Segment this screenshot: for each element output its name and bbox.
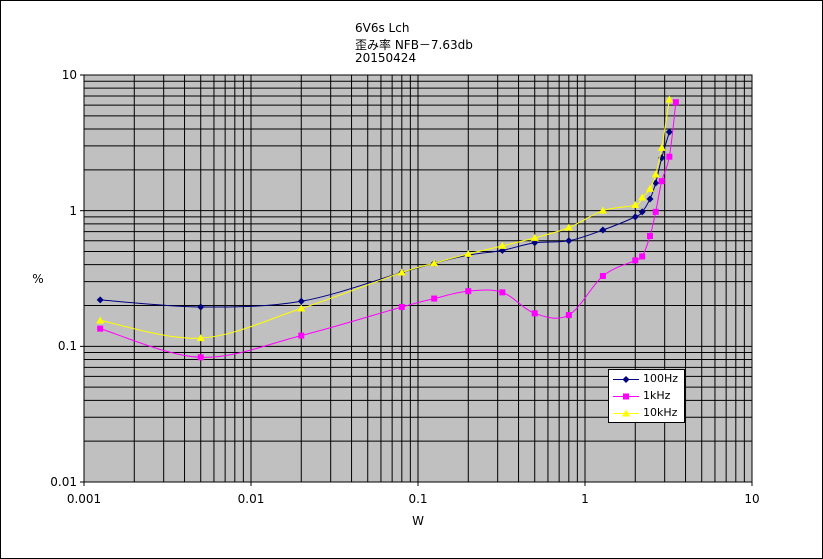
data-point	[646, 195, 654, 203]
data-point	[297, 304, 306, 312]
x-axis-label: W	[412, 514, 424, 528]
data-point	[598, 206, 607, 214]
data-point	[197, 303, 205, 311]
data-point	[530, 233, 539, 241]
data-point	[657, 143, 666, 151]
legend-item-10khz: 10kHz	[609, 405, 684, 422]
x-tick-label: 0.001	[67, 492, 101, 506]
x-tick-label: 0.1	[408, 492, 427, 506]
data-point	[632, 257, 639, 264]
legend-item-1khz: 1kHz	[609, 388, 684, 405]
data-point	[499, 289, 506, 296]
data-point	[631, 201, 640, 209]
data-point	[651, 170, 660, 178]
data-point	[565, 312, 572, 319]
data-point	[431, 295, 438, 302]
data-point	[666, 153, 673, 160]
data-point	[638, 193, 647, 201]
data-point	[498, 241, 507, 249]
series-10khz-group	[96, 95, 674, 342]
data-point	[531, 310, 538, 317]
y-axis-label: %	[32, 272, 43, 286]
data-point	[638, 208, 646, 216]
tick-labels: 0.001 0.01 0.1 1 10 10 1 0.1 0.01	[50, 68, 759, 506]
data-point	[639, 253, 646, 260]
chart-title-line-2: 歪み率 NFB－7.63db	[355, 38, 473, 52]
data-point	[197, 354, 204, 361]
legend-marker-triangle-icon	[613, 409, 639, 417]
data-point	[565, 237, 573, 245]
data-point	[665, 95, 674, 103]
data-point	[398, 303, 405, 310]
y-tick-label: 10	[62, 68, 77, 82]
data-point	[96, 316, 105, 324]
data-point	[97, 325, 104, 332]
data-point	[645, 184, 654, 192]
data-point	[430, 259, 439, 267]
data-point	[96, 296, 104, 304]
data-point	[599, 272, 606, 279]
legend-label: 100Hz	[643, 372, 679, 385]
chart-title-line-3: 20150424	[355, 51, 417, 65]
data-point	[196, 334, 205, 342]
data-point	[298, 332, 305, 339]
series-layer	[96, 95, 679, 361]
x-tick-label: 0.01	[238, 492, 265, 506]
data-point	[464, 249, 473, 257]
data-point	[672, 99, 679, 106]
legend-marker-square-icon	[613, 393, 639, 400]
y-tick-label: 1	[69, 204, 77, 218]
data-point	[531, 239, 539, 247]
data-point	[658, 178, 665, 185]
data-point	[297, 297, 305, 305]
data-point	[646, 233, 653, 240]
data-point	[465, 288, 472, 295]
data-point	[564, 223, 573, 231]
data-point	[665, 128, 673, 136]
data-point	[652, 208, 659, 215]
y-tick-label: 0.01	[50, 475, 77, 489]
x-tick-label: 1	[581, 492, 589, 506]
data-point	[397, 268, 406, 276]
legend: 100Hz 1kHz 10kHz	[608, 369, 685, 423]
x-tick-label: 10	[744, 492, 759, 506]
legend-label: 10kHz	[643, 406, 678, 419]
data-point	[631, 213, 639, 221]
legend-item-100hz: 100Hz	[609, 371, 684, 388]
legend-label: 1kHz	[643, 389, 671, 402]
series-1khz-group	[97, 99, 679, 361]
chart-title-line-1: 6V6s Lch	[355, 21, 410, 35]
data-point	[599, 226, 607, 234]
y-tick-label: 0.1	[58, 339, 77, 353]
legend-marker-diamond-icon	[613, 376, 639, 383]
